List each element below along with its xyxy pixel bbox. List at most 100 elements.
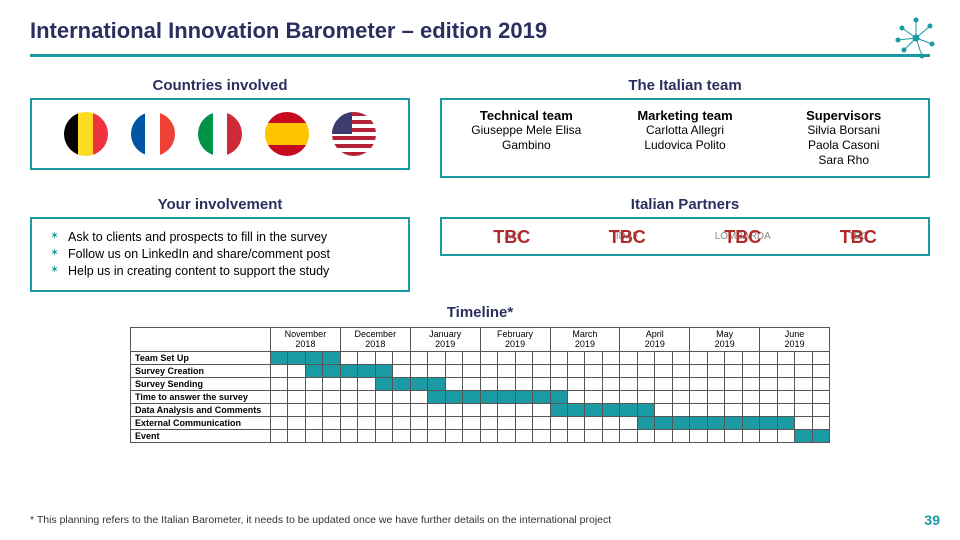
gantt-cell: [410, 430, 427, 443]
gantt-cell: [323, 391, 340, 404]
gantt-cell: [393, 417, 410, 430]
gantt-cell: [463, 404, 480, 417]
gantt-cell: [585, 391, 602, 404]
gantt-cell: [498, 391, 515, 404]
gantt-cell: [655, 365, 672, 378]
gantt-cell: [760, 430, 777, 443]
slide-title: International Innovation Barometer – edi…: [0, 0, 960, 54]
gantt-cell: [340, 352, 357, 365]
gantt-task-name: Time to answer the survey: [131, 391, 271, 404]
gantt-cell: [742, 391, 759, 404]
gantt-cell: [567, 430, 584, 443]
gantt-cell: [620, 417, 637, 430]
gantt-cell: [375, 365, 392, 378]
gantt-cell: [655, 378, 672, 391]
gantt-cell: [707, 391, 724, 404]
gantt-cell: [550, 391, 567, 404]
gantt-cell: [288, 378, 305, 391]
gantt-cell: [428, 430, 445, 443]
gantt-cell: [305, 430, 322, 443]
gantt-cell: [445, 404, 462, 417]
gantt-cell: [672, 378, 689, 391]
gantt-cell: [463, 352, 480, 365]
flag-usa: [332, 112, 376, 156]
countries-header: Countries involved: [30, 77, 410, 94]
gantt-cell: [515, 430, 532, 443]
gantt-cell: [760, 378, 777, 391]
gantt-cell: [533, 365, 550, 378]
gantt-cell: [812, 430, 829, 443]
gantt-cell: [480, 430, 497, 443]
gantt-cell: [358, 430, 375, 443]
gantt-cell: [795, 430, 812, 443]
gantt-cell: [498, 352, 515, 365]
gantt-cell: [375, 352, 392, 365]
gantt-cell: [812, 378, 829, 391]
partner-logo: TBCTBC: [823, 231, 893, 242]
gantt-task-name: Survey Sending: [131, 378, 271, 391]
gantt-cell: [271, 417, 288, 430]
gantt-cell: [567, 404, 584, 417]
gantt-cell: [690, 378, 707, 391]
gantt-cell: [760, 365, 777, 378]
gantt-cell: [515, 391, 532, 404]
gantt-cell: [690, 352, 707, 365]
gantt-cell: [742, 365, 759, 378]
gantt-task-name: Data Analysis and Comments: [131, 404, 271, 417]
gantt-cell: [445, 352, 462, 365]
gantt-cell: [690, 404, 707, 417]
gantt-cell: [515, 404, 532, 417]
gantt-cell: [672, 352, 689, 365]
gantt-cell: [271, 391, 288, 404]
title-underline: [30, 54, 930, 57]
gantt-cell: [637, 430, 654, 443]
gantt-cell: [288, 404, 305, 417]
gantt-cell: [655, 391, 672, 404]
involvement-item: Follow us on LinkedIn and share/comment …: [50, 246, 390, 263]
network-icon: [892, 14, 940, 62]
gantt-cell: [410, 365, 427, 378]
team-column-title: Supervisors: [769, 108, 918, 123]
gantt-cell: [323, 365, 340, 378]
gantt-cell: [393, 378, 410, 391]
gantt-cell: [480, 378, 497, 391]
gantt-task-name: Survey Creation: [131, 365, 271, 378]
gantt-cell: [602, 417, 619, 430]
gantt-cell: [812, 391, 829, 404]
gantt-cell: [498, 417, 515, 430]
gantt-cell: [777, 378, 794, 391]
team-column: Technical teamGiuseppe Mele ElisaGambino: [452, 108, 601, 168]
gantt-cell: [672, 417, 689, 430]
gantt-cell: [393, 352, 410, 365]
gantt-cell: [550, 417, 567, 430]
gantt-cell: [533, 417, 550, 430]
gantt-cell: [498, 378, 515, 391]
flag-spain: [265, 112, 309, 156]
gantt-cell: [428, 378, 445, 391]
gantt-cell: [585, 417, 602, 430]
gantt-cell: [725, 391, 742, 404]
gantt-cell: [515, 365, 532, 378]
gantt-cell: [305, 404, 322, 417]
gantt-cell: [323, 417, 340, 430]
gantt-cell: [812, 417, 829, 430]
gantt-cell: [585, 352, 602, 365]
gantt-cell: [760, 352, 777, 365]
gantt-cell: [672, 365, 689, 378]
gantt-cell: [795, 352, 812, 365]
gantt-cell: [602, 404, 619, 417]
gantt-cell: [463, 417, 480, 430]
team-column-names: Carlotta AllegriLudovica Polito: [611, 123, 760, 153]
gantt-cell: [550, 404, 567, 417]
gantt-task-name: Event: [131, 430, 271, 443]
gantt-cell: [410, 352, 427, 365]
gantt-cell: [393, 404, 410, 417]
gantt-cell: [742, 378, 759, 391]
gantt-cell: [515, 352, 532, 365]
gantt-cell: [690, 417, 707, 430]
gantt-cell: [550, 365, 567, 378]
gantt-cell: [533, 430, 550, 443]
gantt-cell: [375, 417, 392, 430]
gantt-cell: [428, 352, 445, 365]
gantt-cell: [795, 391, 812, 404]
